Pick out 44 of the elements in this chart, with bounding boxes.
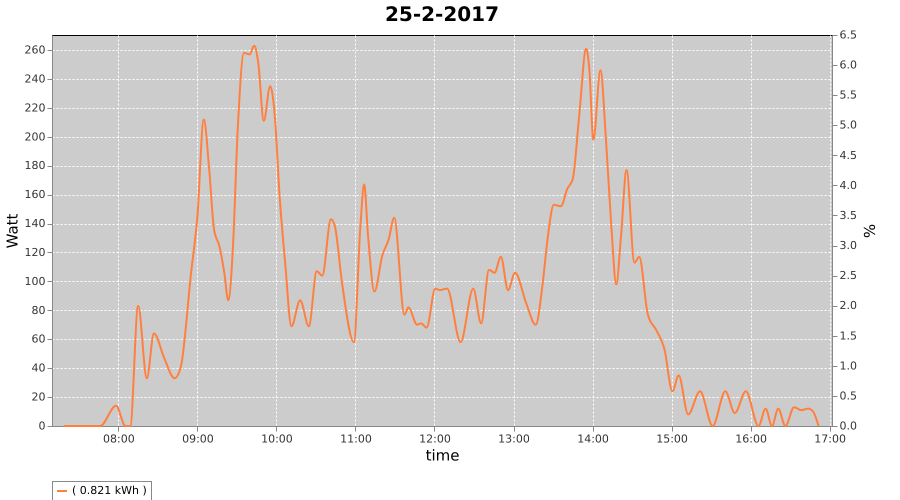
y-tick-label: 160 [24,188,46,202]
y2-tick-label: 2.0 [840,299,857,312]
y-tick-label: 60 [32,332,46,346]
x-tick-label: 15:00 [656,432,688,446]
x-tick-label: 16:00 [735,432,767,446]
y-tick-label: 200 [24,130,46,144]
y-axis-title: Watt [4,213,22,248]
y2-tick-label: 5.5 [840,88,857,102]
y2-tick-label: 0.0 [840,420,857,432]
legend-label: ( 0.821 kWh ) [72,484,147,497]
y-tick-label: 20 [32,390,46,404]
y2-tick-label: 0.5 [840,389,857,402]
y-tick-label: 40 [32,362,46,375]
y2-axis-title: % [860,224,878,238]
y-tick-label: 140 [24,217,46,230]
y-tick-label: 0 [38,420,46,432]
y2-tick-label: 2.5 [840,269,857,282]
x-tick-label: 13:00 [498,432,530,446]
y-tick-label: 240 [24,72,46,86]
y-tick-label: 260 [24,44,46,57]
y-tick-label: 180 [24,159,46,172]
y2-tick-label: 6.0 [840,58,857,72]
y-tick-label: 120 [24,246,46,259]
y-tick-label: 80 [32,304,46,317]
x-tick-label: 14:00 [577,432,609,446]
y2-tick-label: 6.5 [840,28,857,42]
x-tick-label: 17:00 [814,432,846,446]
x-tick-label: 12:00 [419,432,451,446]
x-tick-label: 08:00 [103,432,135,446]
x-tick-label: 09:00 [182,432,214,446]
chart-title: 25-2-2017 [384,2,500,26]
x-tick-label: 11:00 [340,432,372,446]
y-tick-label: 100 [24,274,46,288]
y2-tick-label: 5.0 [840,118,857,132]
y2-tick-label: 1.5 [840,329,857,342]
y-tick-label: 220 [24,101,46,114]
x-axis-title: time [426,446,460,464]
y2-tick-label: 3.0 [840,239,857,252]
line-series [62,44,820,427]
y2-tick-label: 3.5 [840,208,857,222]
y2-tick-label: 4.5 [840,148,857,162]
y2-tick-label: 1.0 [840,359,857,372]
x-tick-label: 10:00 [261,432,293,446]
y2-tick-label: 4.0 [840,178,857,192]
